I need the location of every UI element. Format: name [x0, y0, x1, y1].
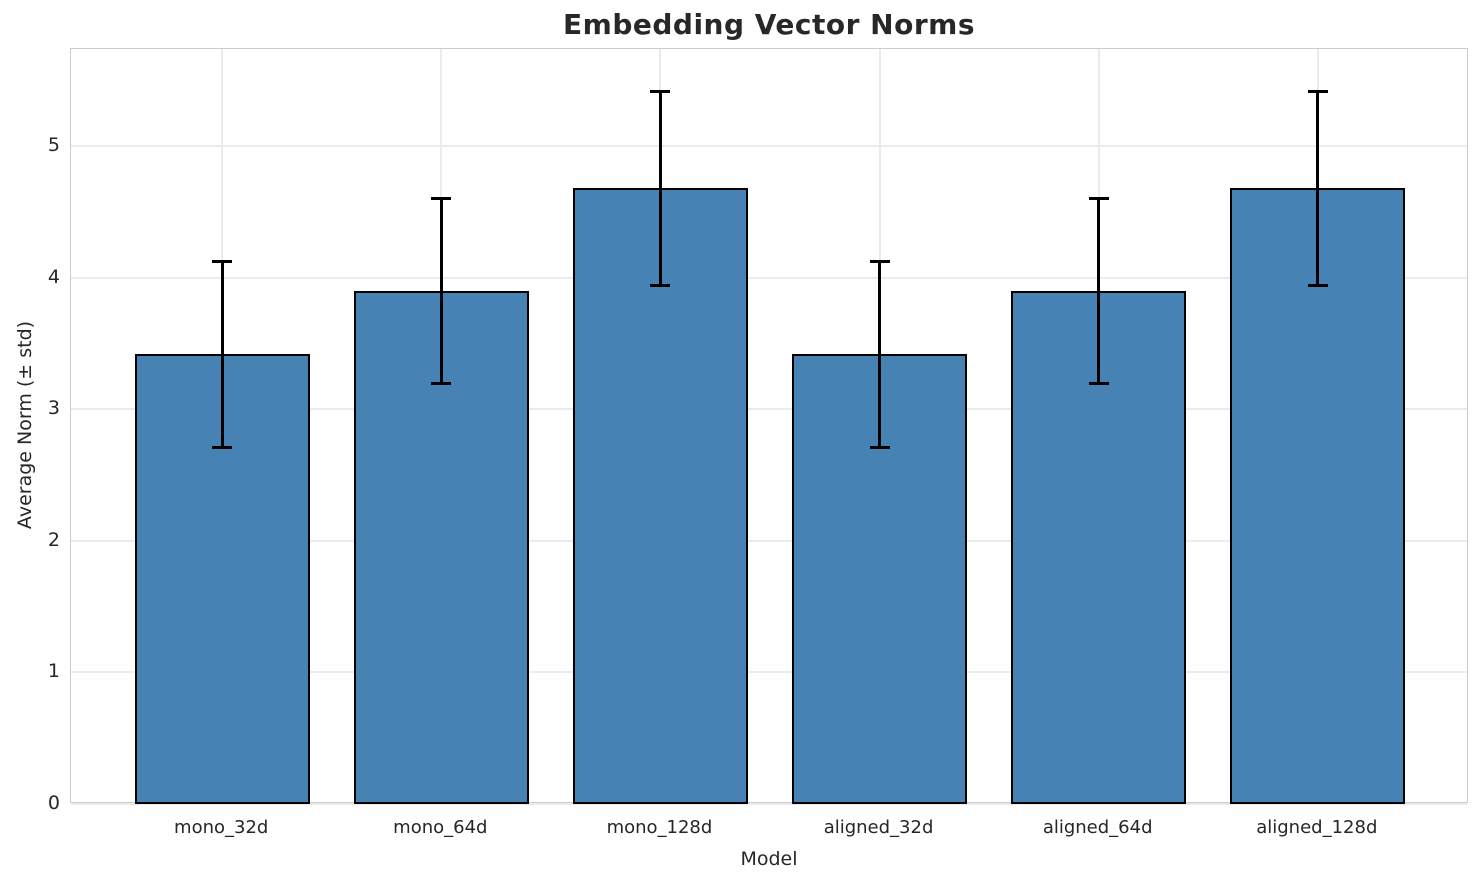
error-bar-layer — [71, 49, 1467, 802]
y-tick-label: 1 — [47, 660, 60, 683]
error-bar-cap-top — [212, 259, 233, 263]
x-tick-label-aligned_64d: aligned_64d — [1042, 817, 1153, 838]
error-bar-cap-bottom — [869, 445, 890, 449]
error-bar-line — [658, 91, 662, 286]
error-bar-cap-bottom — [212, 445, 233, 449]
y-tick-label: 4 — [47, 265, 60, 288]
error-bar-line — [220, 260, 224, 448]
error-bar-cap-bottom — [1307, 283, 1328, 287]
error-bar-line — [878, 260, 882, 448]
error-bar-cap-top — [431, 196, 452, 200]
y-axis-label-text: Average Norm (± std) — [14, 320, 36, 530]
x-tick-label-aligned_128d: aligned_128d — [1256, 817, 1378, 838]
horizontal-gridline — [71, 145, 1467, 148]
error-bar-cap-top — [1307, 90, 1328, 94]
error-bar-cap-bottom — [431, 382, 452, 386]
x-tick-label-aligned_32d: aligned_32d — [823, 817, 934, 838]
horizontal-gridline — [71, 539, 1467, 542]
y-tick-label: 5 — [47, 134, 60, 157]
y-tick-label: 0 — [47, 792, 60, 814]
y-tick-label: 2 — [47, 528, 60, 551]
x-tick-label-mono_64d: mono_64d — [393, 817, 488, 838]
y-tick-label: 3 — [47, 397, 60, 420]
x-tick-label-mono_128d: mono_128d — [606, 817, 713, 838]
horizontal-gridline — [71, 803, 1467, 805]
error-bar-line — [1316, 91, 1320, 286]
error-bar-cap-top — [869, 259, 890, 263]
chart-title: Embedding Vector Norms — [563, 8, 975, 41]
error-bar-line — [1097, 197, 1101, 385]
horizontal-gridline — [71, 408, 1467, 411]
error-bar-cap-top — [650, 90, 671, 94]
x-tick-label-mono_32d: mono_32d — [174, 817, 269, 838]
x-axis-label: Model — [740, 848, 798, 870]
plot-area — [70, 48, 1468, 805]
error-bar-cap-bottom — [650, 283, 671, 287]
error-bar-cap-bottom — [1088, 382, 1109, 386]
bar-mono_128d — [572, 188, 749, 804]
error-bar-line — [439, 197, 443, 385]
error-bar-cap-top — [1088, 196, 1109, 200]
horizontal-gridline — [71, 276, 1467, 279]
horizontal-gridline — [71, 671, 1467, 674]
